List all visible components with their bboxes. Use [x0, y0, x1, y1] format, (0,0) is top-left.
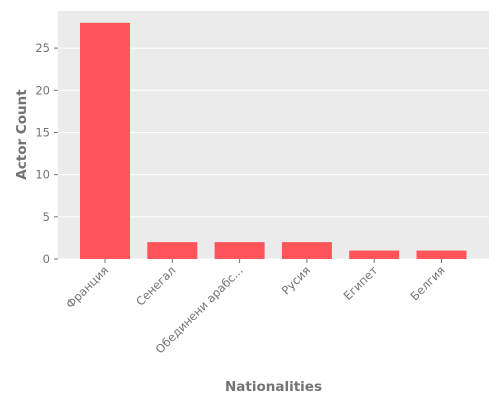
x-tick-label: Белгия [407, 263, 447, 303]
y-axis-label: Actor Count [14, 89, 30, 180]
bars [80, 22, 467, 259]
x-tick-label: Франция [63, 263, 111, 311]
bar [147, 242, 198, 259]
y-tick-label: 25 [35, 41, 50, 55]
y-tick-label: 5 [43, 210, 50, 224]
bar [281, 242, 332, 259]
x-axis-label: Nationalities [225, 379, 322, 395]
bar [349, 250, 400, 259]
bar [416, 250, 467, 259]
y-axis-ticks: 0 5 10 15 20 25 [35, 41, 58, 266]
y-tick-label: 0 [43, 252, 50, 266]
bar [214, 242, 265, 259]
y-tick-label: 10 [35, 168, 50, 182]
y-tick-label: 20 [35, 83, 50, 97]
bar [80, 22, 130, 259]
x-tick-label: Русия [279, 263, 313, 297]
y-tick-label: 15 [35, 125, 50, 139]
x-tick-label: Сенегал [133, 263, 178, 308]
x-tick-label: Египет [341, 263, 381, 303]
